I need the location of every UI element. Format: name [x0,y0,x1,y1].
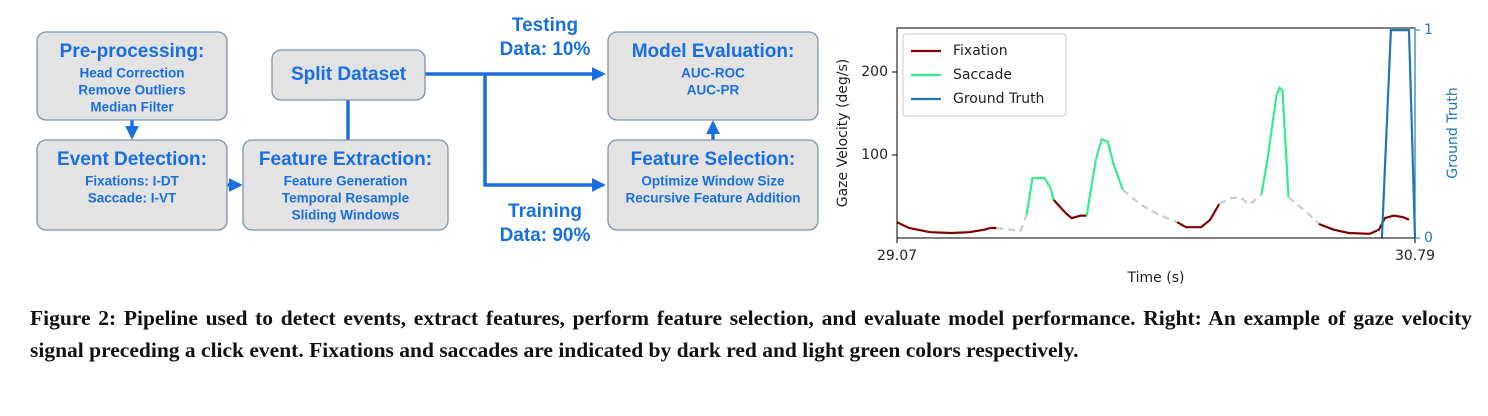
legend-label: Saccade [953,67,1012,83]
caption: Figure 2: Pipeline used to detect events… [30,306,1472,362]
x-tick-label: 29.07 [877,248,917,264]
x-axis-label: Time (s) [1127,270,1185,286]
node-line: Optimize Window Size [641,174,785,189]
y2-axis-label: Ground Truth [1445,87,1461,178]
node-box [607,139,819,231]
series-line [1380,29,1417,239]
node-box [36,31,228,121]
edge-label: Data: 90% [500,225,591,246]
series-line [896,199,1410,235]
y2-tick-label: 1 [1424,22,1433,38]
arrows [125,67,720,192]
series-line [1025,85,1290,216]
node-line: Feature Generation [284,174,408,189]
node-box [36,139,228,231]
node-line: Saccade: I-VT [88,191,177,206]
node-title: Pre-processing: [60,41,205,62]
legend-label: Fixation [953,43,1008,59]
edge-label: Testing [512,15,578,36]
figure: Pre-processing: Head Correction Remove Out… [36,15,1461,286]
node-box [271,49,426,101]
node-title: Event Detection: [57,149,207,170]
y-axis-label: Gaze Velocity (deg/s) [835,59,851,208]
node-line: Remove Outliers [78,83,185,98]
node-line: Fixations: I-DT [85,174,180,189]
node-box [607,31,819,121]
node-line: Recursive Feature Addition [625,191,800,206]
legend-label: Ground Truth [953,91,1044,107]
node-box [242,139,449,231]
node-line: Sliding Windows [292,208,400,223]
y-tick-label: 100 [861,147,888,163]
node-line: Temporal Resample [282,191,410,206]
y2-tick-label: 0 [1424,230,1433,246]
edge-label: Training [508,201,582,222]
node-title: Split Dataset [291,64,407,85]
y-tick-label: 200 [861,64,888,80]
legend-box [902,33,1067,117]
node-line: AUC-PR [687,83,740,98]
node-title: Feature Selection: [631,149,796,170]
x-tick-label: 30.79 [1395,248,1435,264]
node-line: AUC-ROC [681,66,745,81]
arrow [483,74,606,192]
node-line: Head Correction [79,66,184,81]
node-line: Median Filter [90,100,174,115]
series-line [996,189,1320,233]
node-title: Feature Extraction: [259,149,432,170]
node-title: Model Evaluation: [632,41,795,62]
edge-label: Data: 10% [500,39,591,60]
